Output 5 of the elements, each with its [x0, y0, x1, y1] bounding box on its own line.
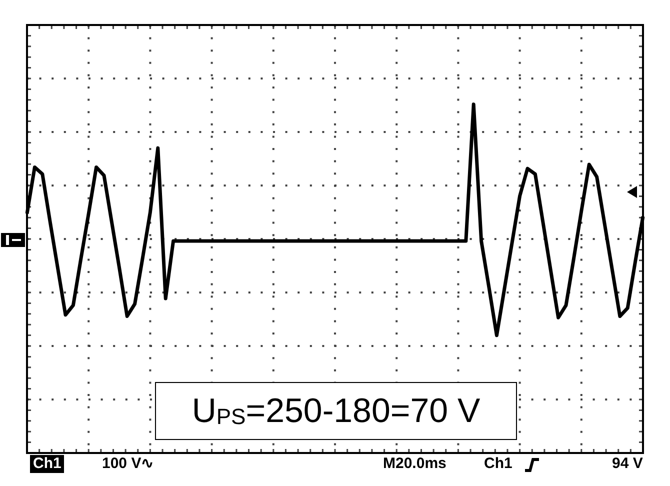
text: 94 V	[612, 455, 643, 473]
text: M20.0ms	[383, 455, 446, 473]
text: 100 V∿	[102, 455, 154, 473]
text: Ch1	[30, 455, 64, 473]
text: Ch1	[484, 455, 512, 473]
